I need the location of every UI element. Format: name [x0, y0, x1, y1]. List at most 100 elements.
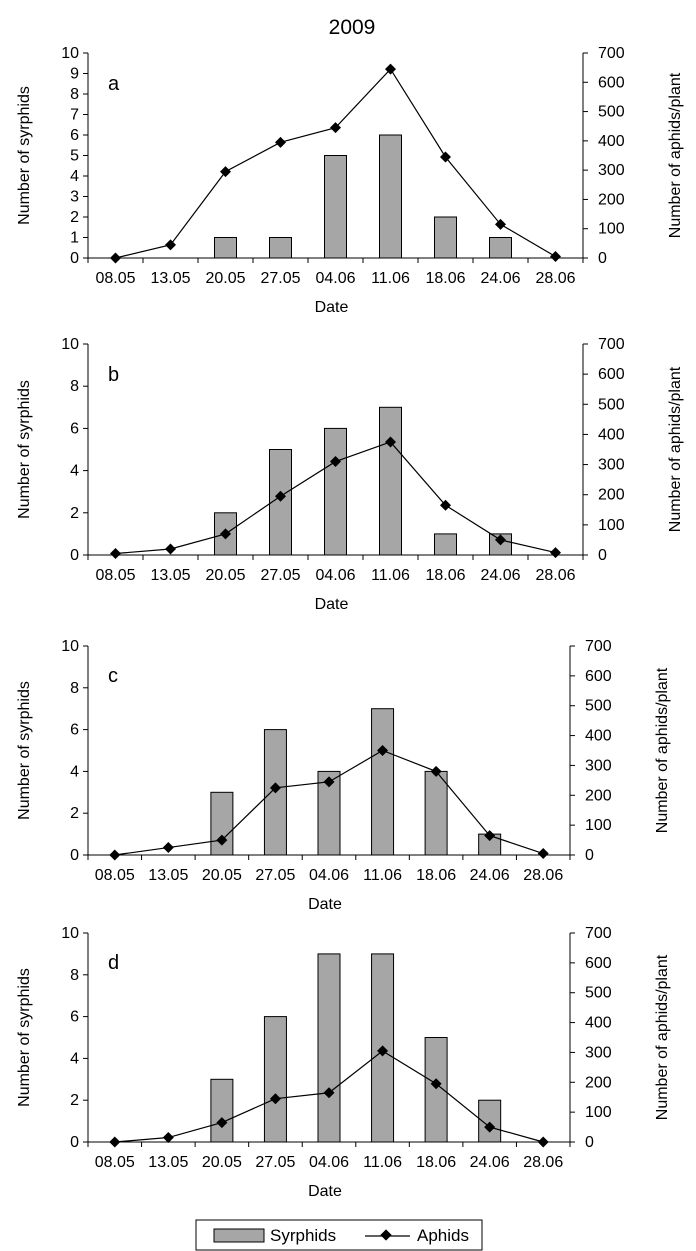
bar-syrphids-11.06	[371, 708, 395, 856]
y-tick-label: 2	[70, 505, 79, 522]
legend: Syrphids Aphids	[195, 1219, 483, 1251]
point-aphids-24.06	[495, 218, 506, 230]
y-tick-label: 8	[70, 86, 79, 103]
y2-tick-label: 300	[598, 162, 625, 179]
y2-tick-label: 100	[585, 817, 612, 834]
x-tick-label: 24.06	[470, 1154, 510, 1171]
y2-tick-label: 200	[585, 787, 612, 804]
x-tick-label: 28.06	[535, 270, 575, 287]
bar-syrphids-18.06	[434, 533, 457, 556]
panel-letter: b	[108, 364, 119, 386]
y-tick-label: 6	[70, 722, 79, 739]
point-aphids-27.05	[269, 1093, 281, 1105]
y2-axis-label: Number of aphids/plant	[667, 72, 684, 238]
x-tick-label: 18.06	[425, 270, 465, 287]
point-aphids-24.06	[495, 534, 506, 546]
x-tick-label: 27.05	[260, 270, 300, 287]
y2-tick-label: 400	[598, 426, 625, 443]
point-aphids-18.06	[440, 499, 451, 511]
y2-tick-label: 600	[598, 366, 625, 383]
x-tick-label: 18.06	[416, 867, 456, 884]
y2-tick-label: 0	[585, 847, 594, 864]
y-tick-label: 6	[70, 127, 79, 144]
point-aphids-08.05	[109, 849, 121, 861]
y-axis-label: Number of syrphids	[16, 86, 33, 225]
y2-tick-label: 300	[585, 1044, 612, 1061]
y-tick-label: 0	[70, 250, 79, 267]
x-tick-label: 24.06	[480, 270, 520, 287]
point-aphids-04.06	[323, 776, 335, 788]
y-tick-label: 8	[70, 378, 79, 395]
point-aphids-11.06	[377, 745, 389, 756]
point-aphids-28.06	[550, 251, 561, 263]
y2-axis-label: Number of aphids/plant	[654, 667, 671, 833]
point-aphids-08.05	[110, 252, 121, 264]
x-tick-label: 28.06	[523, 1154, 563, 1171]
y-tick-label: 4	[70, 763, 79, 780]
y2-tick-label: 700	[585, 638, 612, 655]
point-aphids-04.06	[330, 122, 341, 134]
y2-tick-label: 700	[585, 925, 612, 942]
bar-syrphids-18.06	[424, 770, 448, 856]
x-tick-label: 11.06	[371, 567, 410, 584]
bar-syrphids-24.06	[478, 1099, 502, 1143]
x-tick-label: 11.06	[371, 270, 410, 287]
y2-tick-label: 200	[585, 1074, 612, 1091]
x-tick-label: 28.06	[523, 867, 563, 884]
point-aphids-18.06	[440, 151, 451, 163]
point-aphids-11.06	[385, 63, 396, 75]
x-tick-label: 08.05	[95, 270, 135, 287]
y-tick-label: 2	[70, 209, 79, 226]
x-tick-label: 24.06	[470, 867, 510, 884]
bar-syrphids-27.05	[269, 237, 292, 259]
y2-tick-label: 300	[585, 757, 612, 774]
x-tick-label: 04.06	[309, 867, 349, 884]
y-tick-label: 7	[70, 107, 79, 124]
y-tick-label: 10	[61, 925, 79, 942]
legend-label-syrphids: Syrphids	[270, 1226, 336, 1245]
x-tick-label: 13.05	[150, 270, 190, 287]
bar-syrphids-11.06	[379, 406, 402, 556]
y2-tick-label: 700	[598, 45, 625, 62]
x-tick-label: 28.06	[535, 567, 575, 584]
point-aphids-28.06	[550, 547, 561, 559]
y-tick-label: 8	[70, 967, 79, 984]
x-tick-label: 08.05	[95, 567, 135, 584]
panel-letter: d	[108, 952, 119, 974]
x-tick-label: 04.06	[315, 567, 355, 584]
point-aphids-27.05	[269, 782, 281, 794]
point-aphids-11.06	[377, 1045, 389, 1057]
x-tick-label: 20.05	[205, 567, 245, 584]
point-aphids-20.05	[216, 1117, 228, 1129]
y2-tick-label: 0	[585, 1134, 594, 1151]
point-aphids-24.06	[484, 830, 496, 842]
y2-tick-label: 500	[598, 396, 625, 413]
y-tick-label: 8	[70, 680, 79, 697]
y-tick-label: 4	[70, 1050, 79, 1067]
point-aphids-28.06	[537, 848, 549, 860]
y-tick-label: 3	[70, 189, 79, 206]
bar-syrphids-04.06	[317, 770, 341, 856]
point-aphids-04.06	[330, 456, 341, 468]
y2-tick-label: 500	[585, 985, 612, 1002]
panel-letter: c	[108, 665, 118, 687]
point-aphids-18.06	[430, 765, 442, 777]
y-axis-label: Number of syrphids	[16, 681, 33, 820]
x-axis-label: Date	[315, 596, 349, 613]
point-aphids-13.05	[162, 842, 174, 854]
y-axis-label: Number of syrphids	[16, 968, 33, 1107]
x-tick-label: 20.05	[202, 867, 242, 884]
point-aphids-08.05	[109, 1136, 121, 1148]
y-tick-label: 1	[70, 230, 79, 247]
point-aphids-08.05	[110, 547, 121, 559]
y-tick-label: 10	[61, 336, 79, 353]
point-aphids-18.06	[430, 1078, 442, 1090]
legend-swatch-aphids-marker	[380, 1229, 392, 1241]
x-axis-label: Date	[308, 1183, 342, 1200]
bar-syrphids-04.06	[324, 427, 347, 556]
point-aphids-11.06	[385, 436, 396, 448]
